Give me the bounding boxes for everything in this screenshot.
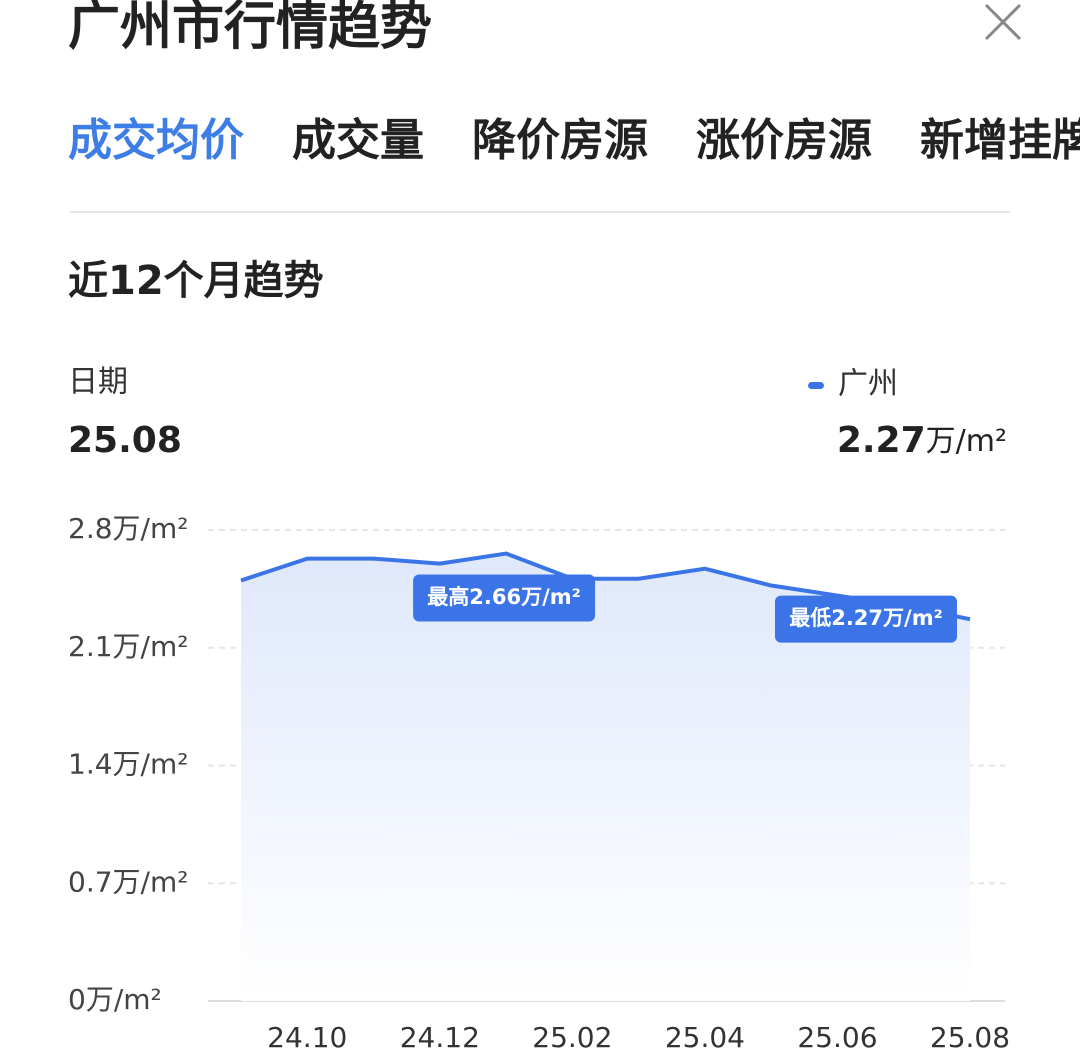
close-button[interactable] <box>984 3 1022 41</box>
y-tick-label: 0万/m² <box>68 983 162 1016</box>
tab[interactable]: 涨价房源 <box>696 115 872 166</box>
area <box>241 553 970 1001</box>
x-tick-label: 25.04 <box>665 1021 745 1054</box>
tab[interactable]: 新增挂牌 <box>920 115 1080 166</box>
x-tick-label: 25.06 <box>797 1021 877 1054</box>
date-label: 日期 <box>68 365 128 400</box>
annotation-label: 最高2.66万/m² <box>427 585 581 609</box>
x-tick-label: 24.12 <box>400 1021 480 1054</box>
tab[interactable]: 成交均价 <box>68 115 244 166</box>
y-tick-label: 2.8万/m² <box>68 512 188 545</box>
x-tick-label: 25.02 <box>532 1021 612 1054</box>
x-tick-label: 24.10 <box>267 1021 347 1054</box>
readout-number: 2.27 <box>837 420 926 461</box>
readout-unit: 万/m² <box>926 424 1007 459</box>
tab-bar: 成交均价 成交量 降价房源 涨价房源 新增挂牌 <box>68 115 1080 166</box>
page-title: 广州市行情趋势 <box>68 0 432 57</box>
tab[interactable]: 成交量 <box>292 115 424 166</box>
y-tick-label: 0.7万/m² <box>68 865 188 898</box>
annotation-label: 最低2.27万/m² <box>789 606 943 630</box>
y-tick-label: 1.4万/m² <box>68 748 188 781</box>
annotation-box <box>775 595 957 643</box>
chart: 0万/m² 0.7万/m² 1.4万/m² 2.1万/m² 2.8万/m² 24.10 24… <box>68 512 1010 1054</box>
y-tick-label: 2.1万/m² <box>68 630 188 663</box>
annotation-box <box>413 574 596 622</box>
legend-marker <box>808 382 824 389</box>
date-value: 25.08 <box>68 420 182 461</box>
section-title: 近12个月趋势 <box>68 258 324 304</box>
x-tick-label: 25.08 <box>930 1021 1010 1054</box>
readout-value: 2.27万/m² <box>837 420 1007 461</box>
tab[interactable]: 降价房源 <box>472 115 648 166</box>
legend-label: 广州 <box>838 367 898 402</box>
